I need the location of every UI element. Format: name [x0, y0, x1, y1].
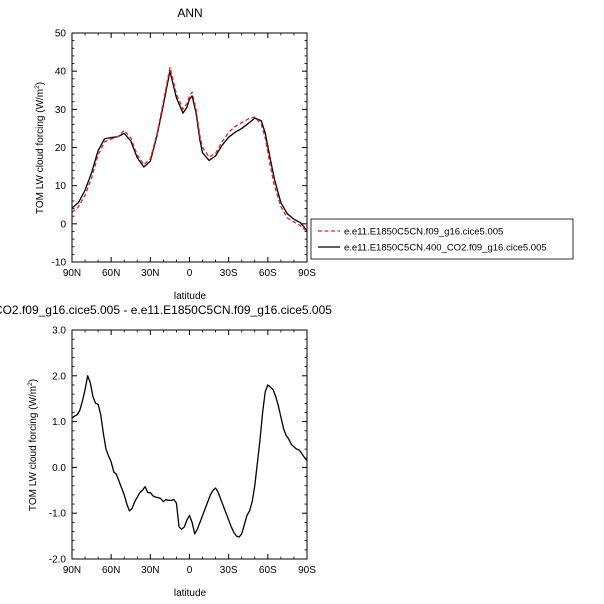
bottom-plot-area: 90N 60N 30N 0 30S 60S 90S -2.0 -1.0 0.0 1.0 2.0 3.0: [49, 326, 316, 577]
top-plot-area: 90N 60N 30N 0 30S 60S 90S -10 0 10 20 30 40 50: [52, 29, 317, 280]
top-y-axis-label-sup: 2: [34, 85, 41, 89]
bottom-y-axis-label-sup: 2: [27, 382, 34, 386]
bottom-x-tick-label: 30N: [141, 565, 159, 576]
legend-label-control: e.e11.E1850C5CN.f09_g16.cice5.005: [344, 227, 503, 238]
top-x-axis-label: latitude: [174, 291, 207, 302]
bottom-series-line-0: [71, 375, 308, 538]
bottom-plot-frame: [71, 329, 308, 560]
top-y-axis-label-text: TOM LW cloud forcing (W/m: [35, 89, 46, 214]
top-x-tick-label: 60S: [259, 268, 277, 279]
bottom-y-tick-label: -1.0: [49, 509, 67, 520]
top-y-axis-label: TOM LW cloud forcing (W/m2): [34, 82, 46, 214]
bottom-x-tick-label: 30S: [220, 565, 238, 576]
bottom-y-tick-label: 3.0: [52, 326, 66, 337]
legend: e.e11.E1850C5CN.f09_g16.cice5.005 e.e11.…: [310, 218, 574, 260]
bottom-y-axis-label-text: TOM LW cloud forcing (W/m: [28, 386, 39, 511]
bottom-y-tick-label: 1.0: [52, 417, 66, 428]
top-x-tick-label: 90N: [63, 268, 81, 279]
bottom-y-axis-label-close: ): [28, 379, 39, 382]
bottom-y-axis-label: TOM LW cloud forcing (W/m2): [27, 379, 39, 511]
bottom-x-tick-label: 90N: [63, 565, 81, 576]
top-y-tick-label: 10: [55, 181, 67, 192]
legend-label-co2: e.e11.E1850C5CN.400_CO2.f09_g16.cice5.00…: [344, 243, 547, 254]
bottom-x-tick-label: 0: [187, 565, 193, 576]
top-y-axis-label-close: ): [35, 82, 46, 85]
bottom-x-tick-label: 60S: [259, 565, 277, 576]
top-series-line-0: [71, 66, 308, 232]
top-y-tick-label: 50: [55, 29, 67, 40]
top-x-tick-label: 30N: [141, 268, 159, 279]
bottom-y-tick-label: 0.0: [52, 463, 66, 474]
top-series-line-1: [71, 70, 308, 232]
top-x-tick-label: 90S: [298, 268, 316, 279]
top-y-tick-label: 20: [55, 143, 67, 154]
top-plot-frame: [71, 32, 308, 263]
top-x-tick-label: 30S: [220, 268, 238, 279]
bottom-x-axis-label: latitude: [174, 588, 207, 599]
bottom-chart-title: e.e11.E1850C5CN.400_CO2.f09_g16.cice5.00…: [0, 303, 332, 317]
top-chart-title: ANN: [177, 6, 202, 20]
bottom-chart: e.e11.E1850C5CN.400_CO2.f09_g16.cice5.00…: [0, 303, 332, 599]
top-chart: ANN 90N 60N 30N 0 30S 60S 90S -10 0 10 20 30 40 50 la…: [34, 6, 316, 302]
top-x-tick-label: 0: [187, 268, 193, 279]
bottom-x-tick-label: 60N: [102, 565, 120, 576]
top-y-tick-label: 0: [60, 219, 66, 230]
bottom-y-tick-label: -2.0: [49, 555, 67, 566]
top-y-tick-label: 40: [55, 67, 67, 78]
bottom-y-tick-label: 2.0: [52, 371, 66, 382]
top-y-tick-label: -10: [52, 258, 67, 269]
top-y-tick-label: 30: [55, 105, 67, 116]
legend-box: [310, 218, 574, 260]
bottom-x-tick-label: 90S: [298, 565, 316, 576]
top-x-tick-label: 60N: [102, 268, 120, 279]
